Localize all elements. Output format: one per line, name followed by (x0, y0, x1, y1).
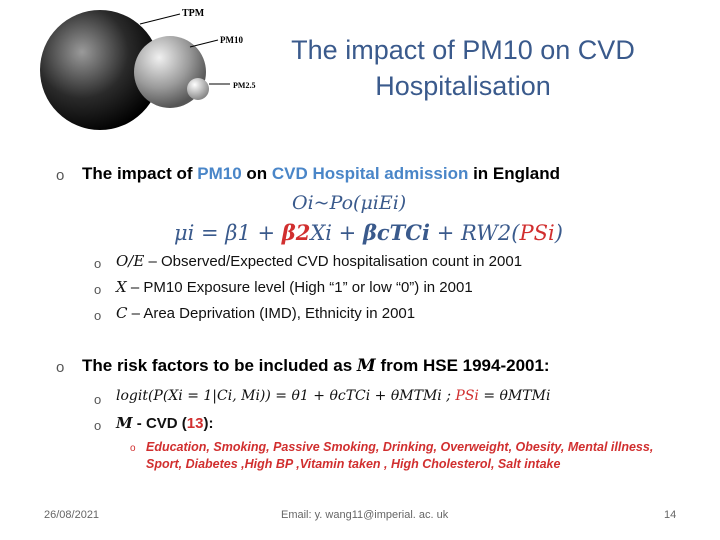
bullet-marker: o (56, 167, 65, 184)
sub-bullet-marker: o (94, 392, 102, 407)
sub-bullet-marker: o (94, 418, 102, 433)
equation-mean: μi = β1 + β2Xi + βcTCi + RW2(PSi) (174, 220, 563, 245)
sub-bullet-marker: o (94, 282, 102, 297)
logit-formula: logit(P(Xi = 1|Ci, Mi)) = θ1 + θcTCi + θ… (116, 388, 551, 404)
item-c: C – Area Deprivation (IMD), Ethnicity in… (116, 304, 416, 322)
slide-title: The impact of PM10 on CVD Hospitalisatio… (258, 32, 668, 104)
footer-email: Email: y. wang11@imperial. ac. uk (281, 509, 449, 521)
item-x: X – PM10 Exposure level (High “1” or low… (116, 278, 473, 296)
pm25-sphere (187, 78, 209, 100)
section2-heading: The risk factors to be included as M fro… (82, 356, 550, 376)
tpm-sphere (40, 10, 160, 130)
sub-sub-bullet-marker: o (130, 443, 136, 454)
footer-date: 26/08/2021 (44, 509, 100, 521)
title-line-2: Hospitalisation (375, 71, 551, 101)
pm25-label: PM2.5 (233, 81, 255, 90)
section1-heading: The impact of PM10 on CVD Hospital admis… (82, 164, 560, 183)
title-line-1: The impact of PM10 on CVD (291, 35, 635, 65)
footer-page-number: 14 (664, 509, 677, 521)
risk-factors-line-2: Sport, Diabetes ,High BP ,Vitamin taken … (146, 457, 561, 471)
tpm-label: TPM (182, 8, 205, 19)
m-cvd-label: M - CVD (13): (116, 414, 214, 432)
pm10-label: PM10 (220, 35, 243, 45)
equation-poisson: Oi~Po(μiEi) (292, 192, 407, 214)
risk-factors-line-1: Education, Smoking, Passive Smoking, Dri… (146, 440, 654, 454)
item-oe: O/E – Observed/Expected CVD hospitalisat… (116, 252, 523, 270)
particle-size-logo: TPM PM10 PM2.5 (40, 8, 255, 130)
sub-bullet-marker: o (94, 256, 102, 271)
bullet-marker: o (56, 359, 65, 376)
sub-bullet-marker: o (94, 308, 102, 323)
